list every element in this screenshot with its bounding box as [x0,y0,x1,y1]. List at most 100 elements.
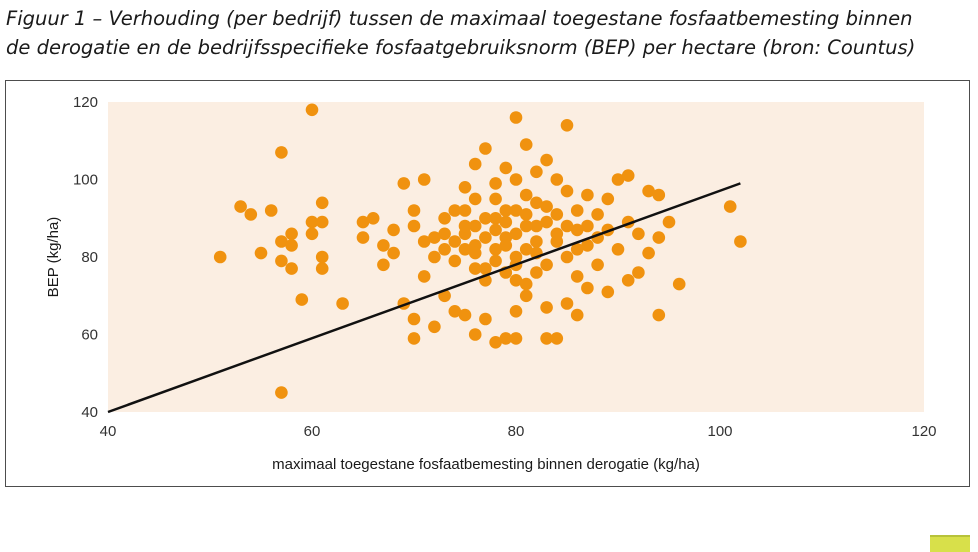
data-point [244,208,258,221]
data-point [581,188,594,202]
data-point [407,204,421,217]
figure-title-line-1: Figuur 1 – Verhouding (per bedrijf) tuss… [6,7,913,30]
data-point [601,285,615,299]
data-point [570,308,584,322]
data-point [407,332,421,345]
data-point [519,277,533,291]
data-point [336,297,349,310]
data-point [550,227,564,241]
data-point [275,235,288,248]
data-point [458,219,472,233]
data-point [479,262,492,275]
data-point [560,219,574,233]
publisher-logo [930,535,970,552]
data-point [540,200,553,213]
y-tick-label: 120 [73,94,98,111]
data-point [519,243,533,256]
data-point [652,231,666,244]
x-tick-label: 60 [304,423,321,440]
data-point [315,196,329,210]
data-point [530,196,543,210]
figure-title: Figuur 1 – Verhouding (per bedrijf) tuss… [6,4,972,62]
data-point [468,219,482,233]
data-point [305,227,319,241]
data-point [468,157,482,171]
data-point [285,262,298,275]
x-axis-title: maximaal toegestane fosfaatbemesting bin… [272,456,700,473]
data-point [621,274,635,287]
data-point [234,200,247,213]
y-tick-label: 100 [73,172,98,189]
data-point [468,192,482,206]
data-point [468,328,482,341]
data-point [611,173,625,186]
data-point [285,239,298,252]
data-point [489,254,502,268]
data-point [499,161,513,175]
data-point [499,215,513,229]
data-point [540,301,553,314]
data-point [540,215,553,229]
data-point [295,293,309,306]
data-point [519,188,533,202]
data-point [560,297,574,310]
data-point [570,243,584,256]
data-point [632,227,645,241]
data-point [213,250,227,264]
data-point [509,173,523,186]
data-point [560,184,574,198]
scatter-chart: 40 60 80 100 120 40 60 80 100 120 BEP (kg/ha) ma… [45,94,937,473]
data-point [275,254,288,268]
data-point [305,103,319,117]
y-tick-label: 40 [81,404,98,421]
data-point [509,227,523,241]
data-point [591,258,604,272]
data-point [458,204,472,217]
data-point [550,332,564,345]
data-point [519,219,533,233]
data-point [530,266,543,279]
data-point [275,146,288,159]
data-point [366,212,380,225]
data-point [652,188,666,202]
data-point [489,223,502,237]
data-points [213,103,747,399]
data-point [672,277,686,291]
data-point [264,204,278,217]
data-point [428,231,441,244]
y-tick-label: 80 [81,249,98,266]
data-point [417,235,431,248]
data-point [560,119,574,132]
data-point [519,208,533,221]
data-point [591,208,604,221]
data-point [387,246,400,260]
data-point [489,336,502,349]
data-point [489,177,502,190]
data-point [581,281,594,295]
data-point [570,270,584,283]
data-point [479,231,492,244]
data-point [448,235,462,248]
y-tick-label: 60 [81,327,98,344]
data-point [377,239,390,252]
chart-frame: 40 60 80 100 120 40 60 80 100 120 BEP (kg/ha) ma… [5,80,970,487]
data-point [540,332,553,345]
data-point [632,266,645,279]
data-point [642,246,655,260]
data-point [723,200,737,213]
data-point [315,262,329,275]
x-tick-label: 120 [911,423,936,440]
data-point [305,215,319,229]
data-point [509,274,523,287]
data-point [428,250,441,264]
data-point [285,227,298,241]
data-point [621,169,635,182]
data-point [662,215,676,229]
data-point [407,312,421,326]
data-point [254,246,268,260]
data-point [377,258,390,272]
data-point [652,308,666,322]
data-point [458,181,472,194]
data-point [601,192,615,206]
data-point [438,212,451,225]
